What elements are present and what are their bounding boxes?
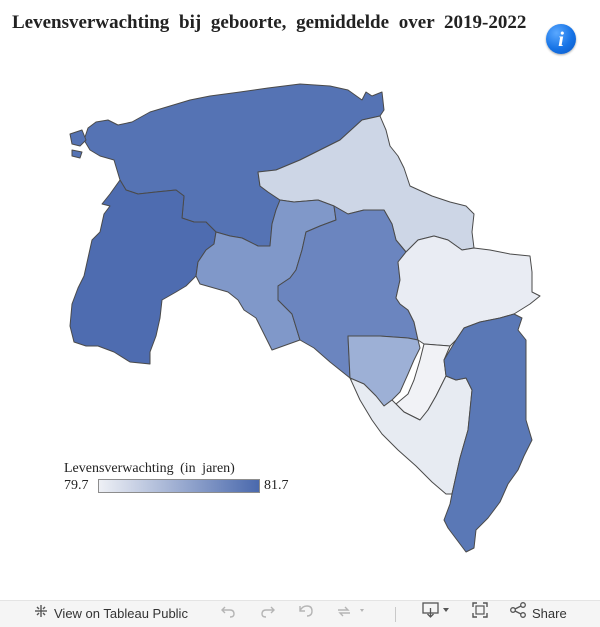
tableau-icon xyxy=(34,601,48,627)
refresh-icon xyxy=(336,601,366,627)
legend-min-label: 79.7 xyxy=(64,478,89,493)
share-icon xyxy=(510,601,526,627)
legend-max-label: 81.7 xyxy=(264,478,289,493)
share-label: Share xyxy=(532,606,567,621)
download-icon xyxy=(422,601,452,627)
revert-button[interactable] xyxy=(298,601,314,627)
fullscreen-button[interactable] xyxy=(472,601,488,627)
toolbar-divider xyxy=(395,607,396,622)
share-button[interactable]: Share xyxy=(510,601,567,627)
refresh-button[interactable] xyxy=(336,601,366,627)
view-on-tableau-button[interactable]: View on Tableau Public xyxy=(34,601,188,627)
choropleth-map[interactable] xyxy=(0,0,600,600)
undo-button[interactable] xyxy=(220,601,236,627)
map-region-north-west-islet[interactable] xyxy=(71,149,83,159)
download-button[interactable] xyxy=(422,601,452,627)
page-title: Levensverwachting bij geboorte, gemiddel… xyxy=(12,12,527,33)
redo-button[interactable] xyxy=(260,601,276,627)
redo-icon xyxy=(260,601,276,627)
info-icon[interactable]: i xyxy=(546,24,576,54)
undo-icon xyxy=(220,601,236,627)
map-region-north-west-islet[interactable] xyxy=(69,129,87,147)
revert-icon xyxy=(298,601,314,627)
legend-color-ramp xyxy=(98,479,260,493)
view-on-tableau-label: View on Tableau Public xyxy=(54,606,188,621)
legend-title: Levensverwachting (in jaren) xyxy=(64,461,235,476)
fullscreen-icon xyxy=(472,601,488,627)
map-region-west[interactable] xyxy=(69,179,217,365)
map-region-south-east[interactable] xyxy=(443,313,533,553)
tableau-toolbar: View on Tableau Public xyxy=(0,600,600,627)
